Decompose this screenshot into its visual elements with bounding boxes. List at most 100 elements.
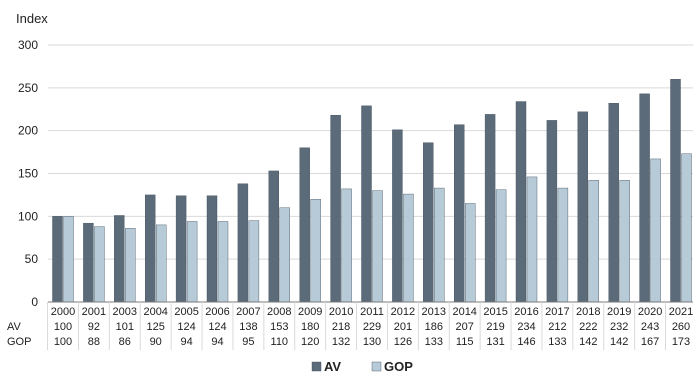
bar-gop bbox=[248, 220, 260, 303]
bar-av bbox=[144, 194, 156, 303]
bar-av bbox=[52, 216, 63, 303]
bar-gop bbox=[650, 158, 661, 303]
x-tick-label: 2000 bbox=[51, 306, 75, 318]
table-cell: 260 bbox=[672, 321, 690, 333]
table-cell: 95 bbox=[242, 336, 254, 348]
x-tick-label: 2003 bbox=[113, 306, 137, 318]
bar-av bbox=[484, 114, 496, 303]
bar-av bbox=[454, 124, 465, 303]
bar-gop bbox=[619, 180, 630, 303]
bar-av bbox=[423, 142, 434, 303]
table-cell: 124 bbox=[177, 321, 195, 333]
y-axis-label: Index bbox=[16, 11, 48, 26]
bar-av bbox=[515, 101, 527, 303]
bar-av bbox=[392, 129, 403, 303]
bar-av bbox=[608, 103, 619, 303]
y-axis-ticks: 0 50 100 150 200 250 300 bbox=[18, 38, 38, 309]
table-cell: 222 bbox=[579, 321, 597, 333]
bars bbox=[52, 79, 692, 303]
legend-label-av: AV bbox=[324, 359, 341, 374]
y-tick-label: 300 bbox=[18, 38, 38, 52]
bar-gop bbox=[434, 187, 445, 303]
bar-av bbox=[361, 105, 372, 303]
legend: AV GOP bbox=[311, 359, 413, 374]
bar-gop bbox=[310, 198, 321, 303]
table-cell: 94 bbox=[180, 336, 192, 348]
y-tick-label: 250 bbox=[18, 81, 38, 95]
x-tick-label: 2014 bbox=[452, 306, 476, 318]
bar-gop bbox=[94, 226, 105, 303]
bar-av bbox=[114, 215, 125, 303]
bar-av bbox=[639, 93, 650, 303]
bar-gop bbox=[588, 180, 599, 303]
table-cell: 146 bbox=[517, 336, 535, 348]
y-tick-label: 200 bbox=[18, 124, 38, 138]
bar-gop bbox=[526, 176, 538, 303]
table-cell: 218 bbox=[332, 321, 350, 333]
legend-swatch-av bbox=[311, 361, 322, 372]
x-tick-label: 2019 bbox=[607, 306, 631, 318]
x-tick-label: 2021 bbox=[669, 306, 693, 318]
table-cell: 153 bbox=[270, 321, 288, 333]
table-cell: 234 bbox=[517, 321, 535, 333]
bar-av bbox=[299, 147, 310, 303]
bar-gop bbox=[372, 190, 383, 303]
legend-label-gop: GOP bbox=[384, 359, 413, 374]
x-tick-label: 2015 bbox=[483, 306, 507, 318]
table-cell: 133 bbox=[548, 336, 566, 348]
x-tick-label: 2010 bbox=[329, 306, 353, 318]
bar-av bbox=[330, 115, 341, 303]
table-cell: 138 bbox=[239, 321, 257, 333]
bar-av bbox=[83, 222, 94, 303]
x-tick-label: 2007 bbox=[236, 306, 260, 318]
table-cell: 207 bbox=[456, 321, 474, 333]
x-tick-label: 2017 bbox=[545, 306, 569, 318]
table-cell: 125 bbox=[147, 321, 165, 333]
bar-gop bbox=[217, 221, 229, 303]
table-cell: 243 bbox=[641, 321, 659, 333]
table-cell: 142 bbox=[579, 336, 597, 348]
table-cell: 232 bbox=[610, 321, 628, 333]
x-tick-label: 2011 bbox=[360, 306, 384, 318]
table-cell: 201 bbox=[394, 321, 412, 333]
table-cell: 94 bbox=[211, 336, 223, 348]
table-cell: 186 bbox=[425, 321, 443, 333]
x-axis: 2000 2001 2003 2004 2005 2006 2007 2008 2009 2010… bbox=[47, 301, 693, 350]
table-cell: 126 bbox=[394, 336, 412, 348]
bar-gop bbox=[495, 189, 507, 303]
y-tick-label: 50 bbox=[25, 252, 39, 266]
table-cell: 167 bbox=[641, 336, 659, 348]
table-cell: 124 bbox=[208, 321, 226, 333]
x-tick-label: 2016 bbox=[514, 306, 538, 318]
bar-av bbox=[175, 195, 187, 303]
table-cell: 142 bbox=[610, 336, 628, 348]
table-cell: 219 bbox=[486, 321, 504, 333]
bar-av bbox=[577, 111, 588, 303]
table-cell: 100 bbox=[54, 321, 72, 333]
data-table: AV 100 92 101 125 124 124 138 153 180 218 229 201 186… bbox=[7, 321, 690, 348]
table-cell: 110 bbox=[271, 336, 289, 348]
bar-av bbox=[670, 79, 681, 303]
table-cell: 101 bbox=[116, 321, 134, 333]
table-cell: 132 bbox=[332, 336, 350, 348]
table-cell: 90 bbox=[150, 336, 162, 348]
table-cell: 115 bbox=[456, 336, 474, 348]
x-tick-label: 2004 bbox=[143, 306, 167, 318]
bar-gop bbox=[557, 187, 569, 303]
table-cell: 130 bbox=[363, 336, 381, 348]
table-cell: 100 bbox=[54, 336, 72, 348]
table-cell: 212 bbox=[548, 321, 566, 333]
x-tick-label: 2006 bbox=[205, 306, 229, 318]
x-tick-label: 2001 bbox=[82, 306, 106, 318]
bar-gop bbox=[341, 188, 352, 303]
bar-gop bbox=[279, 207, 290, 303]
y-tick-label: 100 bbox=[18, 209, 38, 223]
bar-gop bbox=[125, 228, 136, 303]
x-tick-label: 2012 bbox=[391, 306, 415, 318]
table-cell: 229 bbox=[363, 321, 381, 333]
table-cell: 173 bbox=[672, 336, 690, 348]
y-tick-label: 150 bbox=[18, 167, 38, 181]
x-tick-label: 2005 bbox=[174, 306, 198, 318]
table-cell: 86 bbox=[119, 336, 131, 348]
x-tick-label: 2020 bbox=[638, 306, 662, 318]
